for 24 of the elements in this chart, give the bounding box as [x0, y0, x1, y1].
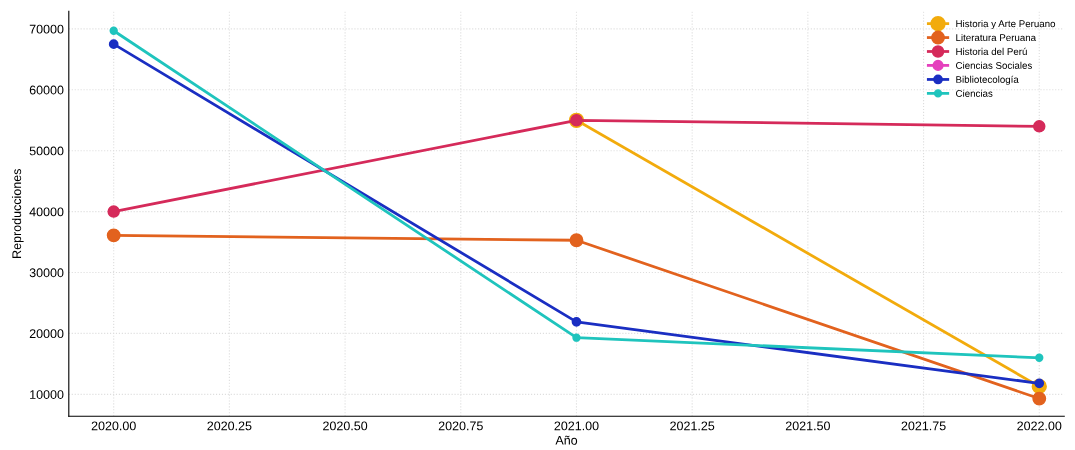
legend-label: Bibliotecología — [956, 75, 1019, 85]
y-tick-label: 70000 — [29, 24, 64, 34]
y-tick-label: 20000 — [29, 329, 64, 339]
x-tick-label: 2020.00 — [91, 421, 136, 431]
legend-label: Ciencias — [956, 89, 993, 97]
x-tick-label: 2020.75 — [438, 421, 483, 431]
x-tick-label: 2022.00 — [1017, 421, 1062, 431]
y-tick-label: 50000 — [29, 146, 64, 156]
x-tick-label: 2021.75 — [901, 421, 946, 431]
x-tick-label: 2021.25 — [670, 421, 715, 431]
legend-label: Literatura Peruana — [956, 33, 1037, 42]
y-tick-label: 60000 — [29, 85, 64, 95]
x-tick-label: 2021.00 — [554, 421, 599, 431]
x-tick-label: 2021.50 — [785, 421, 830, 431]
legend-label: Ciencias Sociales — [956, 61, 1032, 69]
y-tick-label: 30000 — [29, 268, 64, 278]
y-tick-label: 40000 — [29, 207, 64, 217]
x-axis-title: Año — [555, 435, 578, 445]
legend-label: Historia y Arte Peruano — [956, 20, 1056, 30]
y-axis-title: Reproducciones — [11, 169, 24, 258]
y-tick-label: 10000 — [30, 390, 64, 399]
x-tick-label: 2020.25 — [207, 421, 252, 431]
x-tick-label: 2020.50 — [323, 421, 368, 431]
legend-label: Historia del Perú — [956, 47, 1027, 55]
